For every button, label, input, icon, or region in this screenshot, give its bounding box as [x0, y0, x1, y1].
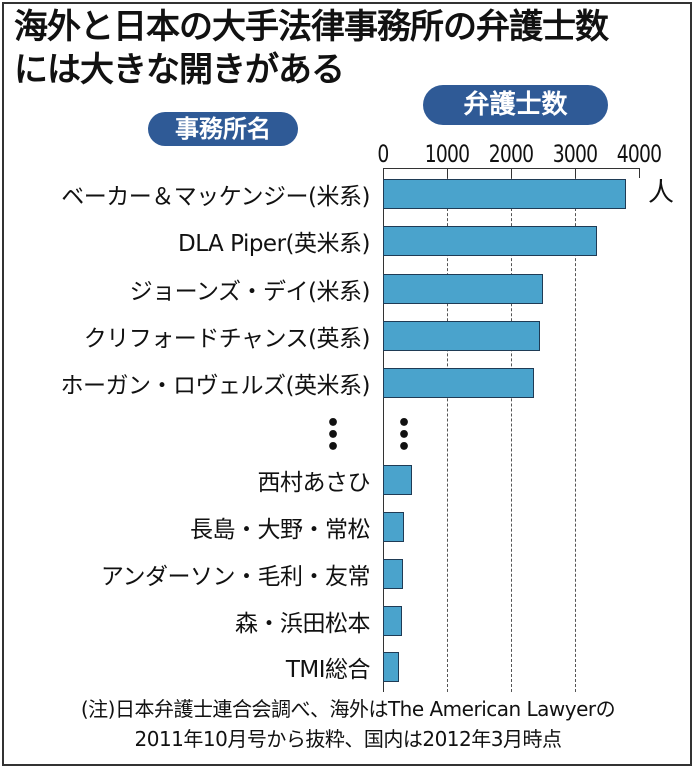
firm-label: アンダーソン・毛利・友常: [100, 564, 371, 590]
unit-label: 人: [648, 178, 675, 208]
bar: [383, 179, 627, 209]
title-line-2: には大きな開きがある: [14, 50, 345, 90]
chart-title: 海外と日本の大手法律事務所の弁護士数 には大きな開きがある: [14, 6, 609, 92]
bar: [383, 606, 403, 636]
source-note: (注)日本弁護士連合会調べ、海外はThe American Lawyerの 20…: [18, 694, 678, 754]
firm-label: クリフォードチャンス(英系): [83, 326, 371, 352]
bar: [383, 559, 403, 589]
firm-label: ベーカー＆マッケンジー(米系): [61, 184, 370, 210]
firm-label: TMI総合: [285, 657, 371, 683]
grid-line: [447, 178, 448, 692]
x-tick-label: 0: [377, 140, 389, 168]
grid-line: [575, 178, 576, 692]
bar: [383, 368, 535, 398]
bar: [383, 512, 405, 542]
x-tick-label: 4000: [616, 140, 662, 168]
x-tick-label: 2000: [488, 140, 534, 168]
y-axis-line: [383, 168, 384, 692]
x-tick-mark: [575, 168, 576, 178]
note-line-2: 2011年10月号から抜粋、国内は2012年3月時点: [134, 727, 562, 751]
grid-line: [511, 178, 512, 692]
label-ellipsis: • • •: [326, 411, 341, 460]
x-tick-label: 3000: [552, 140, 598, 168]
x-tick-mark: [511, 168, 512, 178]
x-axis-line: [383, 168, 639, 169]
lawyer-count-axis-label: 弁護士数: [423, 85, 608, 125]
firm-label: ホーガン・ロヴェルズ(英米系): [60, 373, 371, 399]
bar-ellipsis: • • •: [397, 411, 412, 460]
firm-name-axis-label: 事務所名: [148, 112, 298, 146]
firm-label: ジョーンズ・デイ(米系): [129, 279, 371, 305]
note-line-1: (注)日本弁護士連合会調べ、海外はThe American Lawyerの: [80, 697, 616, 721]
title-line-1: 海外と日本の大手法律事務所の弁護士数: [14, 7, 609, 47]
firm-label: 長島・大野・常松: [190, 517, 371, 543]
bar: [383, 652, 399, 682]
x-tick-mark: [639, 168, 640, 178]
bar: [383, 465, 412, 495]
bar: [383, 226, 598, 256]
bar: [383, 321, 540, 351]
x-tick-mark: [447, 168, 448, 178]
firm-label: DLA Piper(英米系): [177, 231, 371, 257]
firm-label: 西村あさひ: [257, 470, 371, 496]
firm-label: 森・浜田松本: [235, 611, 371, 637]
x-tick-label: 1000: [424, 140, 470, 168]
bar: [383, 274, 543, 304]
